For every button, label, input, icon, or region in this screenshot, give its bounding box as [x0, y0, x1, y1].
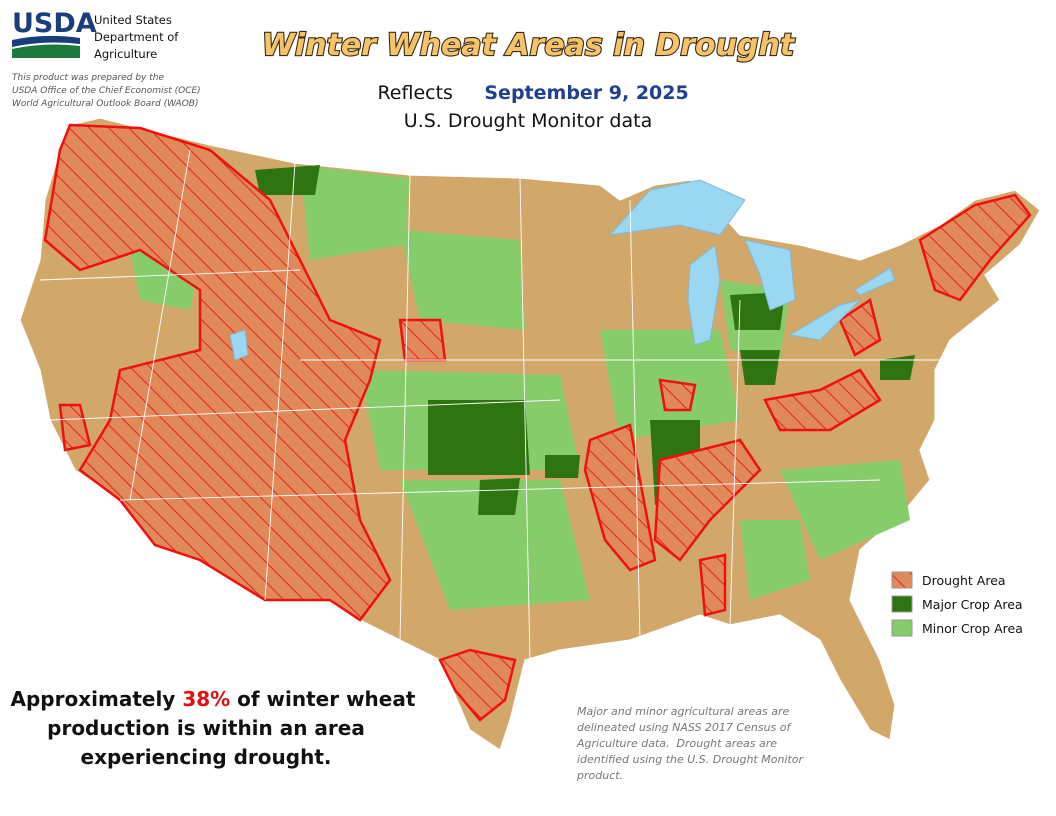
summary-text: Approximately — [11, 687, 183, 711]
summary-share: 38% — [182, 687, 230, 711]
agency-line: Agriculture — [94, 47, 157, 61]
legend-label: Minor Crop Area — [922, 621, 1023, 636]
subtitle-source: U.S. Drought Monitor data — [404, 110, 652, 132]
legend-label: Drought Area — [922, 573, 1006, 588]
legend-swatch — [891, 619, 913, 637]
summary-text: of winter wheat — [230, 687, 416, 711]
note-line: USDA Office of the Chief Economist (OCE) — [12, 86, 201, 96]
footnote-line: product. — [576, 769, 623, 782]
footnote-line: identified using the U.S. Drought Monito… — [577, 753, 805, 766]
drought-areas — [43, 123, 1032, 722]
agency-line: United States — [94, 13, 172, 27]
legend-label: Major Crop Area — [922, 597, 1023, 612]
title: Winter Wheat Areas in Drought — [262, 28, 796, 63]
map — [19, 117, 1041, 751]
summary-line: production is within an area — [47, 716, 365, 740]
legend-swatch — [891, 571, 913, 589]
state-borders — [39, 149, 940, 661]
footnote-line: delineated using NASS 2017 Census of — [577, 721, 793, 734]
logo-text: USDA — [12, 8, 97, 39]
note-line: This product was prepared by the — [12, 73, 164, 83]
note-line: World Agricultural Outlook Board (WAOB) — [12, 99, 198, 109]
legend-swatch — [891, 595, 913, 613]
subtitle-date: September 9, 2025 — [484, 82, 688, 104]
agency-line: Department of — [94, 30, 179, 44]
lakes — [229, 179, 896, 361]
legend: Drought Area Major Crop Area Minor Crop … — [891, 571, 1023, 637]
summary-line: experiencing drought. — [81, 745, 332, 769]
subtitle: Reflects September 9, 2025 — [352, 82, 704, 104]
footnote-line: Agriculture data. Drought areas are — [576, 737, 777, 750]
subtitle-prefix: Reflects — [377, 82, 453, 104]
summary-line: Approximately 38% of winter wheat — [0, 687, 436, 711]
usda-logo: USDA — [12, 8, 97, 58]
footnote-line: Major and minor agricultural areas are — [577, 705, 789, 718]
